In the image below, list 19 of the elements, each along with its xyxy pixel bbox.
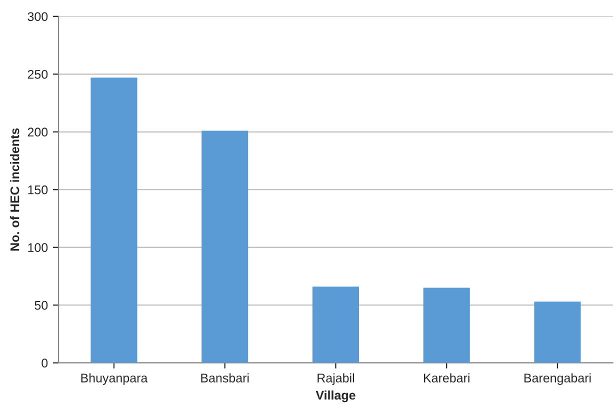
x-tick-label: Bhuyanpara	[81, 373, 148, 385]
x-tick-label: Bansbari	[201, 373, 249, 382]
y-tick-label: 50	[34, 300, 48, 310]
bar	[312, 286, 360, 363]
bar	[423, 288, 470, 363]
y-tick-label: 100	[28, 243, 48, 252]
bar	[90, 78, 138, 363]
x-axis-title: Village	[316, 390, 356, 402]
y-tick-label: 250	[28, 70, 48, 79]
bar	[534, 302, 581, 363]
y-tick-label: 150	[28, 185, 48, 194]
y-axis-title: No. of HEC incidents	[10, 128, 20, 251]
x-tick-label: Karebari	[424, 373, 470, 382]
y-tick-label: 300	[28, 12, 48, 22]
y-tick-label: 200	[28, 128, 48, 137]
bar	[202, 130, 248, 363]
y-tick-label: 0	[42, 358, 48, 368]
x-tick-label: Barengabari	[524, 373, 591, 385]
x-tick-label: Rajabil	[318, 373, 354, 385]
